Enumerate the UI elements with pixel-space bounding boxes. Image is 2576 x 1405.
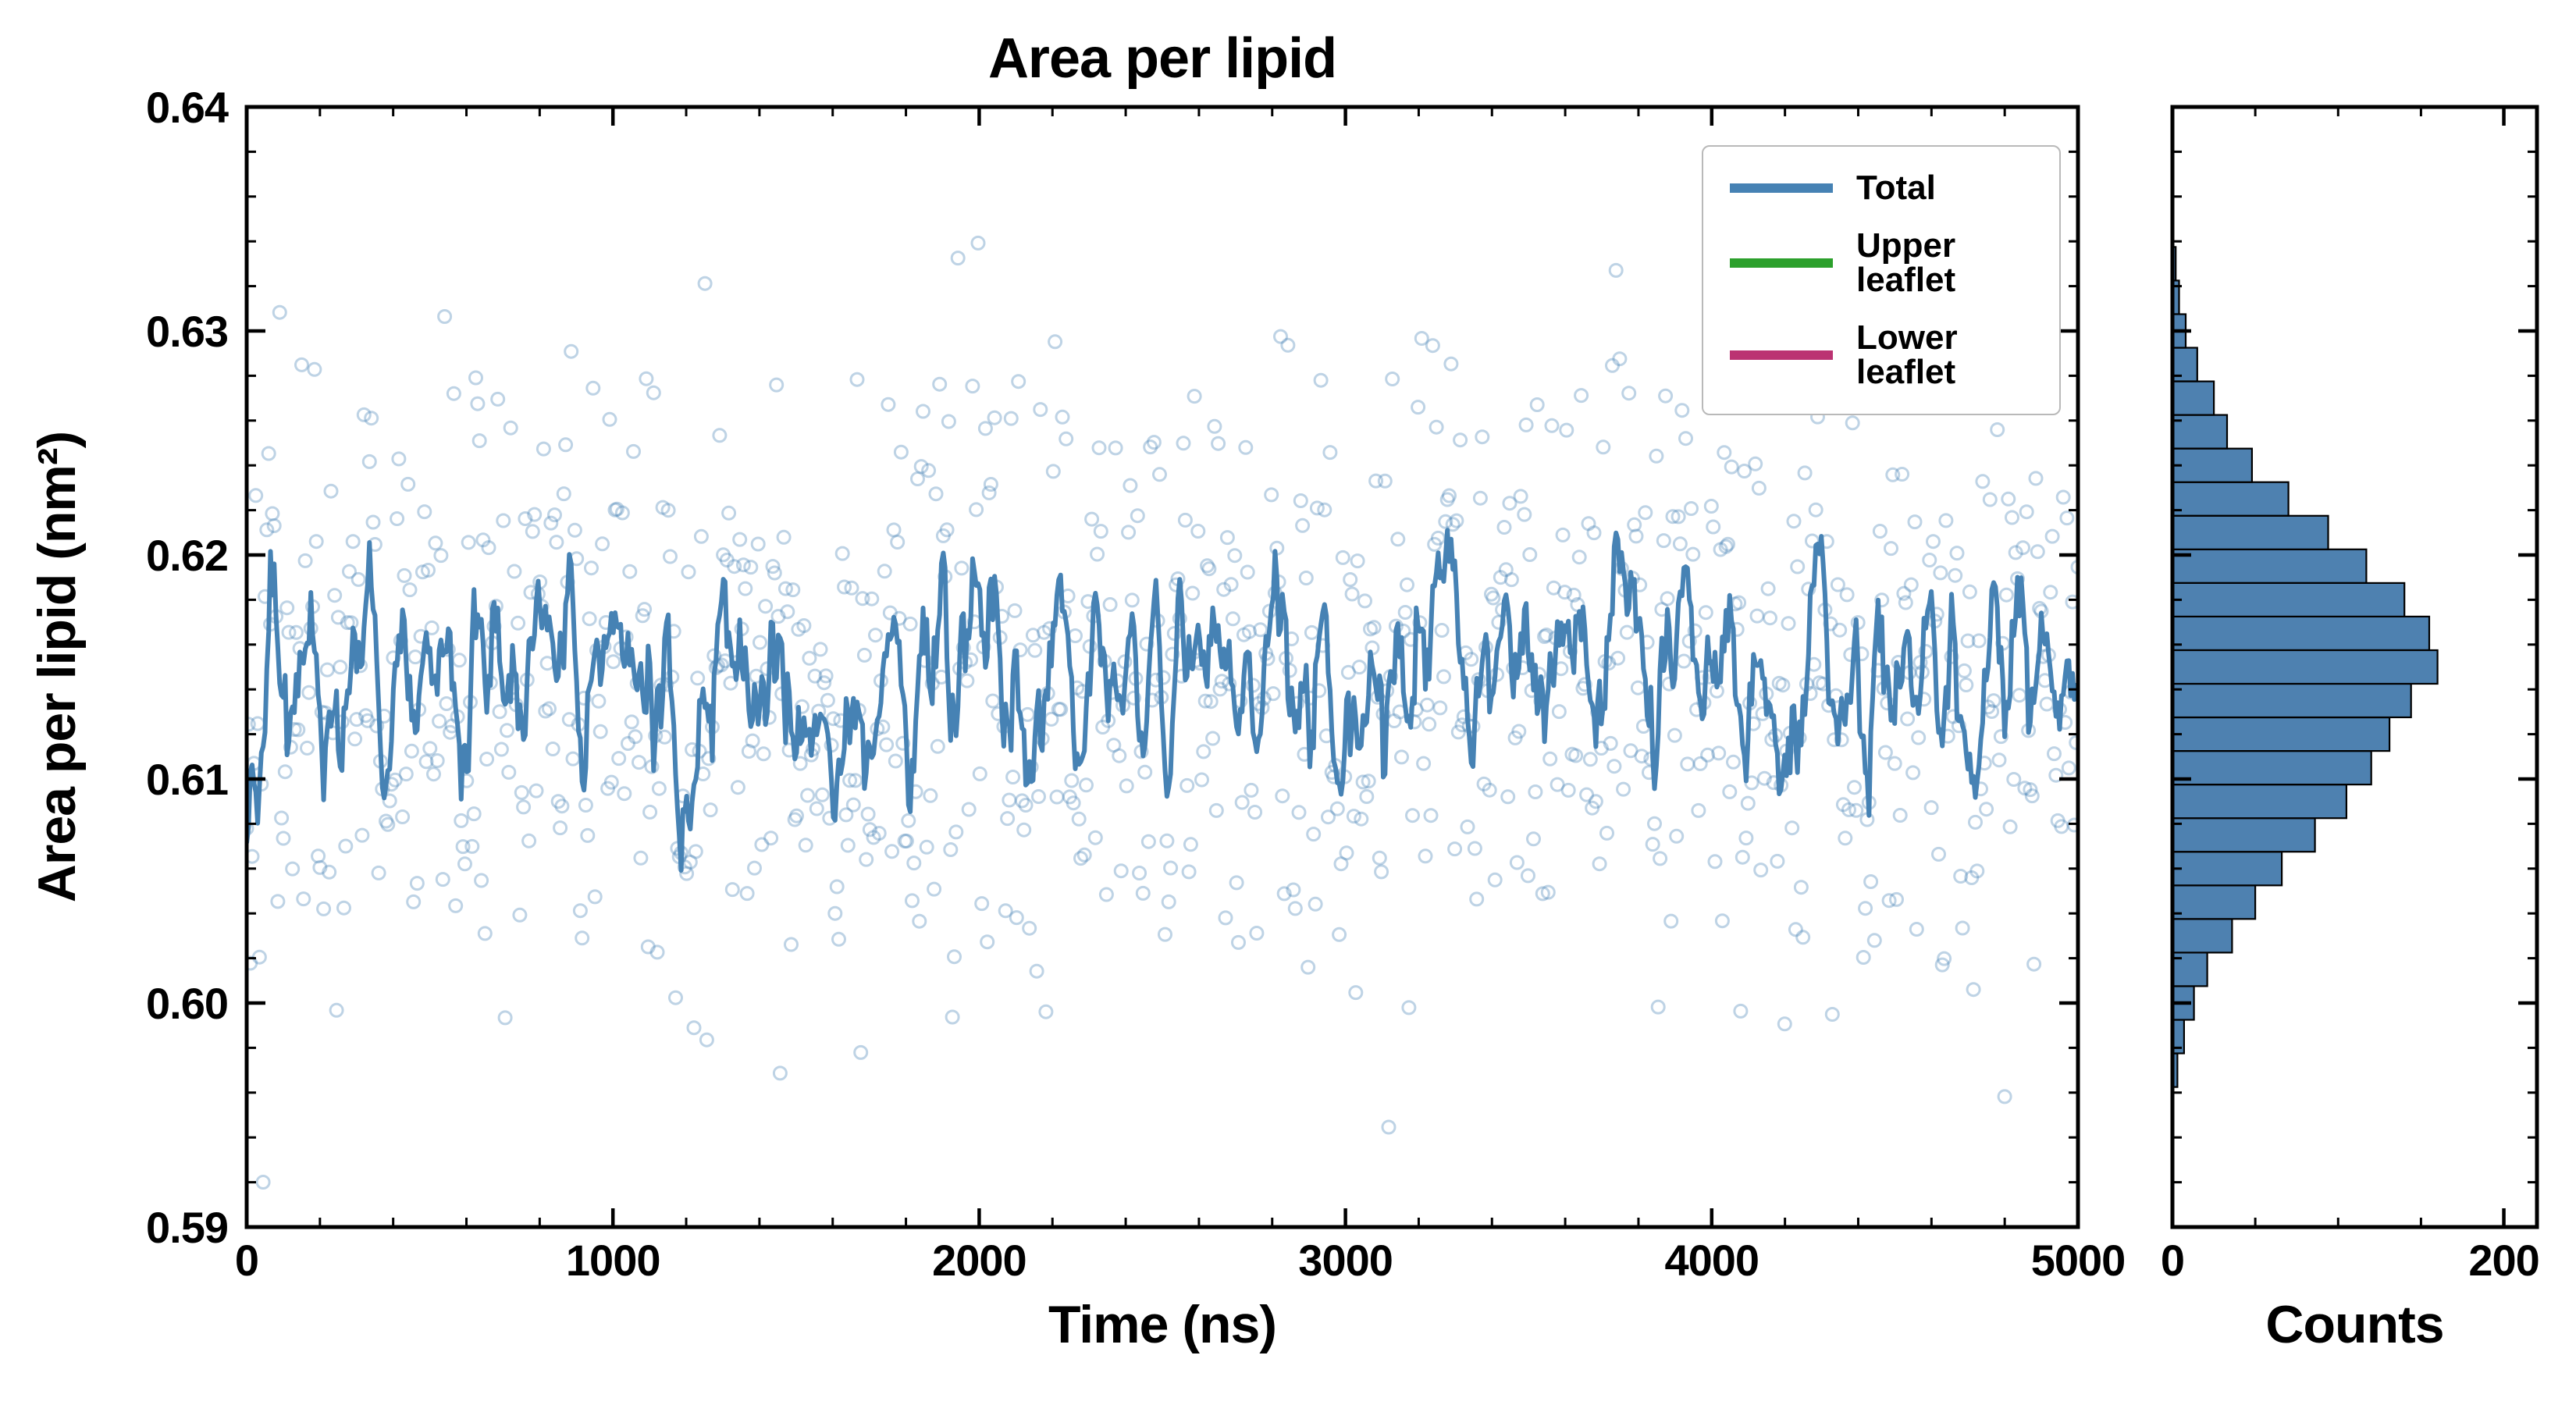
scatter-series-total [247,235,2078,1190]
tick-label: 0.60 [146,979,228,1028]
legend-label: Total [1856,169,1936,207]
x-axis-label-counts: Counts [2265,1295,2444,1354]
tick-label: 0 [2161,1236,2184,1285]
tick-label: 0.64 [146,83,229,132]
tick-label: 0.61 [146,755,228,804]
tick-label: 2000 [932,1236,1026,1285]
histogram-bars [2172,246,2439,1088]
tick-label: 5000 [2031,1236,2126,1285]
tick-label: 200 [2468,1236,2539,1285]
legend: Total Upper leaflet Lower leaflet [1702,145,2061,415]
tick-label: 0.62 [146,531,228,580]
legend-swatch [1730,258,1833,268]
tick-label: 4000 [1665,1236,1759,1285]
chart-title: Area per lipid [987,27,1337,90]
legend-label: Lower leaflet [1856,318,1958,391]
tick-label: 0 [235,1236,258,1285]
main-axes-frame [244,105,2080,1229]
tick-label: 0.63 [146,307,228,356]
x-axis-label-time: Time (ns) [1048,1295,1277,1354]
legend-swatch [1730,183,1833,193]
tick-label: 3000 [1298,1236,1393,1285]
line-series-total [247,528,2078,873]
legend-item-lower-leaflet: Lower leaflet [1703,309,2059,401]
tick-label: 1000 [566,1236,660,1285]
legend-item-upper-leaflet: Upper leaflet [1703,217,2059,309]
legend-item-total: Total [1703,159,2059,217]
tick-label: 0.59 [146,1203,228,1252]
legend-swatch [1730,350,1833,360]
legend-label: Upper leaflet [1856,226,1956,299]
hist-axes-frame [2170,105,2539,1229]
